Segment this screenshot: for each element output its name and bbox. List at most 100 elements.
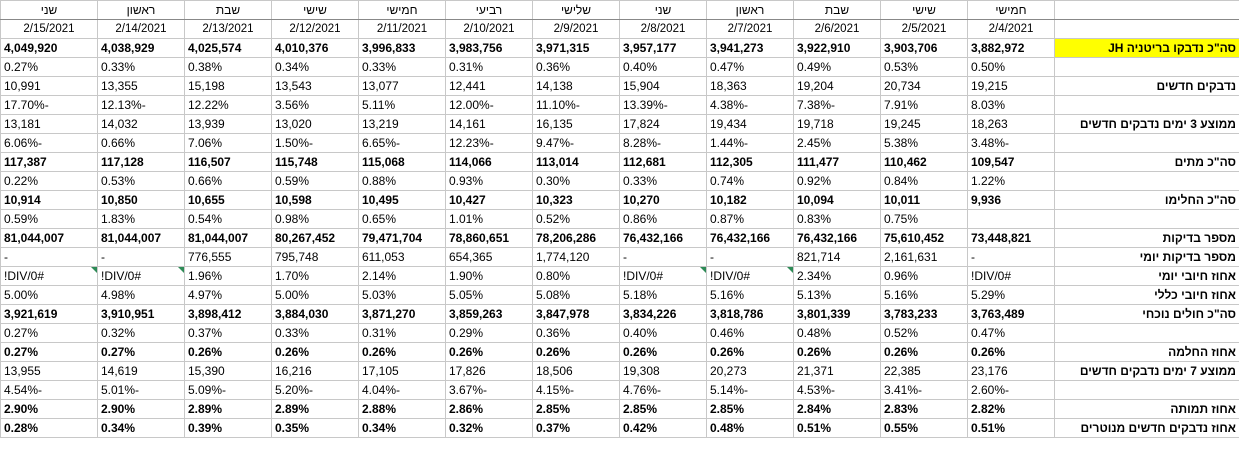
- value-cell[interactable]: 4.97%: [184, 285, 272, 305]
- value-cell[interactable]: -: [0, 247, 98, 267]
- value-cell[interactable]: 0.32%: [445, 418, 533, 438]
- value-cell[interactable]: 1.83%: [97, 209, 185, 229]
- value-cell[interactable]: 0.59%: [0, 209, 98, 229]
- value-cell[interactable]: 2.34%: [793, 266, 881, 286]
- value-cell[interactable]: 5.05%: [445, 285, 533, 305]
- value-cell[interactable]: 13,355: [97, 76, 185, 96]
- value-cell[interactable]: 3,884,030: [271, 304, 359, 324]
- corner-cell[interactable]: [1054, 19, 1239, 39]
- day-header-cell[interactable]: חמישי: [358, 0, 446, 20]
- value-cell[interactable]: #DIV/0!: [97, 266, 185, 286]
- value-cell[interactable]: 10,914: [0, 190, 98, 210]
- value-cell[interactable]: 1.01%: [445, 209, 533, 229]
- value-cell[interactable]: 0.59%: [271, 171, 359, 191]
- value-cell[interactable]: 2.88%: [358, 399, 446, 419]
- day-header-cell[interactable]: שבת: [793, 0, 881, 20]
- value-cell[interactable]: 13,939: [184, 114, 272, 134]
- value-cell[interactable]: 19,718: [793, 114, 881, 134]
- value-cell[interactable]: #DIV/0!: [706, 266, 794, 286]
- value-cell[interactable]: 9,936: [967, 190, 1055, 210]
- value-cell[interactable]: 654,365: [445, 247, 533, 267]
- value-cell[interactable]: 117,128: [97, 152, 185, 172]
- value-cell[interactable]: 0.52%: [532, 209, 620, 229]
- value-cell[interactable]: 0.35%: [271, 418, 359, 438]
- value-cell[interactable]: 0.27%: [0, 342, 98, 362]
- value-cell[interactable]: 5.16%: [880, 285, 968, 305]
- value-cell[interactable]: 10,094: [793, 190, 881, 210]
- row-label-cell[interactable]: סה"כ מתים: [1054, 152, 1239, 172]
- value-cell[interactable]: 14,161: [445, 114, 533, 134]
- value-cell[interactable]: 3,996,833: [358, 38, 446, 58]
- value-cell[interactable]: 115,068: [358, 152, 446, 172]
- row-label-cell[interactable]: אחוז נדבקים חדשים מנוטרים: [1054, 418, 1239, 438]
- value-cell[interactable]: #DIV/0!: [0, 266, 98, 286]
- value-cell[interactable]: 15,904: [619, 76, 707, 96]
- value-cell[interactable]: 81,044,007: [97, 228, 185, 248]
- value-cell[interactable]: 0.26%: [706, 342, 794, 362]
- value-cell[interactable]: 3,834,226: [619, 304, 707, 324]
- value-cell[interactable]: 2.85%: [706, 399, 794, 419]
- value-cell[interactable]: 0.54%: [184, 209, 272, 229]
- value-cell[interactable]: 0.26%: [271, 342, 359, 362]
- value-cell[interactable]: 0.27%: [97, 342, 185, 362]
- row-label-cell[interactable]: אחוז חיובי יומי: [1054, 266, 1239, 286]
- value-cell[interactable]: 3,921,619: [0, 304, 98, 324]
- day-header-cell[interactable]: ראשון: [97, 0, 185, 20]
- value-cell[interactable]: #DIV/0!: [619, 266, 707, 286]
- value-cell[interactable]: 3,910,951: [97, 304, 185, 324]
- row-label-cell[interactable]: נדבקים חדשים: [1054, 76, 1239, 96]
- value-cell[interactable]: 0.26%: [184, 342, 272, 362]
- value-cell[interactable]: -12.13%: [97, 95, 185, 115]
- value-cell[interactable]: -4.38%: [706, 95, 794, 115]
- value-cell[interactable]: 0.75%: [880, 209, 968, 229]
- row-label-cell[interactable]: סה"כ חולים נוכחי: [1054, 304, 1239, 324]
- date-header-cell[interactable]: 2/5/2021: [880, 19, 968, 39]
- value-cell[interactable]: 0.84%: [880, 171, 968, 191]
- value-cell[interactable]: 3,847,978: [532, 304, 620, 324]
- value-cell[interactable]: 10,495: [358, 190, 446, 210]
- value-cell[interactable]: 5.00%: [0, 285, 98, 305]
- date-header-cell[interactable]: 2/4/2021: [967, 19, 1055, 39]
- value-cell[interactable]: 2.89%: [271, 399, 359, 419]
- value-cell[interactable]: 821,714: [793, 247, 881, 267]
- value-cell[interactable]: 15,198: [184, 76, 272, 96]
- value-cell[interactable]: 0.93%: [445, 171, 533, 191]
- value-cell[interactable]: 0.33%: [619, 171, 707, 191]
- value-cell[interactable]: 4,025,574: [184, 38, 272, 58]
- value-cell[interactable]: 7.91%: [880, 95, 968, 115]
- value-cell[interactable]: 0.36%: [532, 57, 620, 77]
- value-cell[interactable]: -: [619, 247, 707, 267]
- value-cell[interactable]: 0.52%: [880, 323, 968, 343]
- value-cell[interactable]: 0.86%: [619, 209, 707, 229]
- value-cell[interactable]: 76,432,166: [619, 228, 707, 248]
- value-cell[interactable]: 0.83%: [793, 209, 881, 229]
- value-cell[interactable]: 22,385: [880, 361, 968, 381]
- value-cell[interactable]: 112,681: [619, 152, 707, 172]
- value-cell[interactable]: 10,991: [0, 76, 98, 96]
- value-cell[interactable]: 7.06%: [184, 133, 272, 153]
- value-cell[interactable]: 3,903,706: [880, 38, 968, 58]
- value-cell[interactable]: 14,138: [532, 76, 620, 96]
- row-label-cell[interactable]: סה"כ נדבקו בריטניה JH: [1054, 38, 1239, 58]
- value-cell[interactable]: 110,462: [880, 152, 968, 172]
- value-cell[interactable]: 0.47%: [967, 323, 1055, 343]
- value-cell[interactable]: 5.08%: [532, 285, 620, 305]
- value-cell[interactable]: 2.45%: [793, 133, 881, 153]
- value-cell[interactable]: 0.37%: [184, 323, 272, 343]
- value-cell[interactable]: -11.10%: [532, 95, 620, 115]
- value-cell[interactable]: 76,432,166: [706, 228, 794, 248]
- date-header-cell[interactable]: 2/9/2021: [532, 19, 620, 39]
- value-cell[interactable]: 13,219: [358, 114, 446, 134]
- value-cell[interactable]: 611,053: [358, 247, 446, 267]
- date-header-cell[interactable]: 2/11/2021: [358, 19, 446, 39]
- value-cell[interactable]: -6.06%: [0, 133, 98, 153]
- value-cell[interactable]: 17,105: [358, 361, 446, 381]
- value-cell[interactable]: 3,882,972: [967, 38, 1055, 58]
- value-cell[interactable]: -5.01%: [97, 380, 185, 400]
- value-cell[interactable]: 3.56%: [271, 95, 359, 115]
- row-label-cell[interactable]: ממוצע 3 ימים נדבקים חדשים: [1054, 114, 1239, 134]
- value-cell[interactable]: 16,135: [532, 114, 620, 134]
- row-label-cell[interactable]: אחוז חיובי כללי: [1054, 285, 1239, 305]
- value-cell[interactable]: 0.27%: [0, 323, 98, 343]
- value-cell[interactable]: 795,748: [271, 247, 359, 267]
